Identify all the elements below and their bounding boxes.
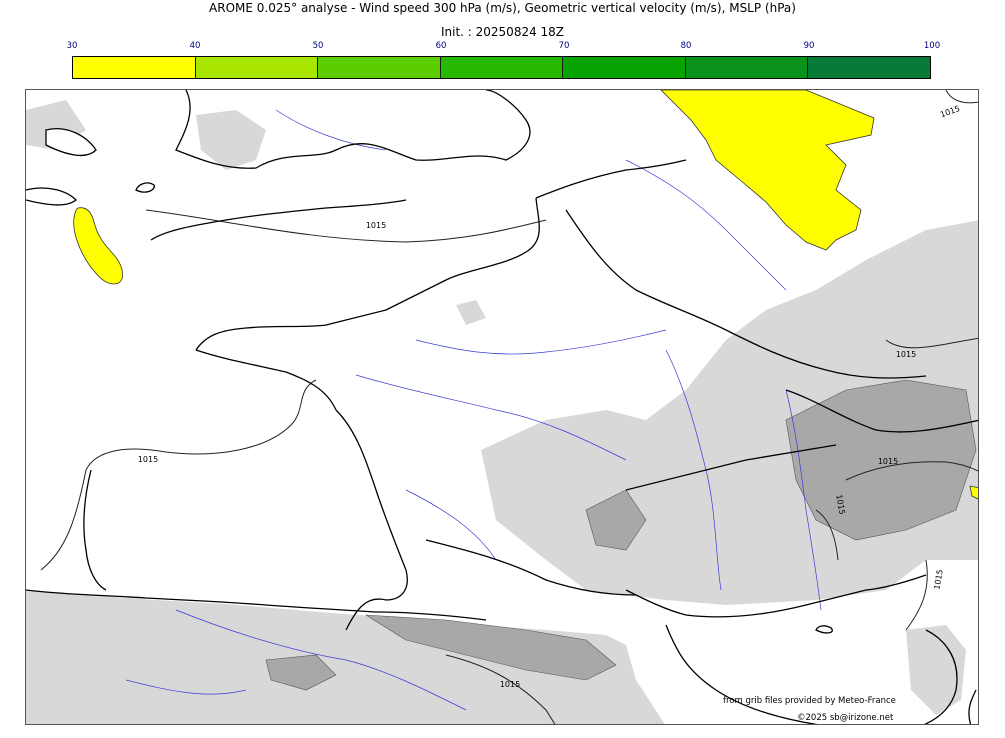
colorbar-segment — [563, 57, 686, 78]
isobar-label: 1015 — [932, 569, 944, 591]
colorbar-segment — [195, 57, 319, 78]
colorbar-tick: 100 — [923, 41, 941, 51]
isobar-label: 1015 — [939, 104, 961, 119]
colorbar-tick: 90 — [803, 41, 815, 51]
copyright-credit: ©2025 sb@irizone.net — [797, 713, 894, 723]
colorbar-segment — [685, 57, 809, 78]
weather-map: 1015 1015 1015 1015 1015 1015 1015 1015 … — [25, 89, 979, 725]
data-source-credit: from grib files provided by Meteo-France — [723, 696, 896, 706]
isobar-label: 1015 — [366, 221, 386, 230]
colorbar-segment — [73, 57, 196, 78]
colorbar-tick: 30 — [66, 41, 78, 51]
colorbar-tick: 60 — [435, 41, 447, 51]
isobar-label: 1015 — [834, 494, 846, 516]
isobar-label: 1015 — [138, 455, 158, 464]
isobars — [40, 90, 978, 724]
wind-speed-areas — [73, 90, 978, 500]
isobar-label: 1015 — [500, 680, 520, 689]
colorbar-segment — [318, 57, 441, 78]
init-time: Init. : 20250824 18Z — [440, 25, 565, 39]
isobar-label: 1015 — [896, 350, 916, 359]
colorbar-tick: 80 — [680, 41, 692, 51]
colorbar-tick: 50 — [312, 41, 324, 51]
colorbar-segment — [808, 57, 931, 78]
map-title: AROME 0.025° analyse - Wind speed 300 hP… — [209, 1, 796, 15]
wind-speed-colorbar — [72, 56, 931, 79]
isobar-label: 1015 — [878, 457, 898, 466]
map-canvas: 1015 1015 1015 1015 1015 1015 1015 1015 — [26, 90, 978, 724]
colorbar-tick: 70 — [558, 41, 570, 51]
colorbar-tick: 40 — [189, 41, 201, 51]
colorbar-segment — [440, 57, 564, 78]
terrain-shading — [26, 100, 978, 724]
coastlines — [26, 90, 978, 724]
